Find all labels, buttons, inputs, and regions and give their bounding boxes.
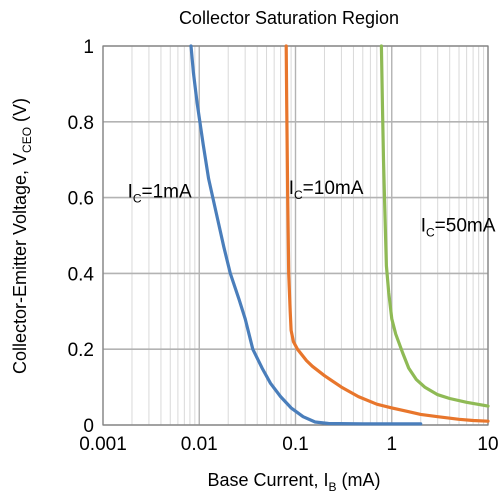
x-tick-label: 10 (477, 434, 498, 455)
series-label-sub: C (133, 192, 142, 206)
y-tick-label: 1 (83, 37, 94, 58)
y-axis-title: Collector-Emitter Voltage, VCEO (V) (10, 98, 34, 374)
x-axis-title: Base Current, IB (mA) (207, 470, 380, 494)
series-label-rest: =10mA (303, 178, 364, 199)
x-axis-title-unit: (mA) (337, 470, 381, 490)
y-tick-label: 0.6 (68, 189, 94, 210)
y-tick-label: 0 (83, 416, 94, 437)
x-tick-label: 0.01 (181, 434, 218, 455)
plot-frame (102, 45, 489, 426)
series-label-main: I (289, 178, 294, 199)
series-label-sub: C (294, 188, 303, 202)
minor-grid (131, 46, 485, 425)
chart-title: Collector Saturation Region (179, 8, 399, 28)
series-label-main: I (128, 182, 133, 203)
series-line-1 (189, 44, 423, 426)
series-label-sub: C (426, 226, 435, 240)
y-axis-title-sub: CEO (20, 127, 34, 153)
y-tick-label: 0.8 (68, 113, 94, 134)
y-axis-title-main: Collector-Emitter Voltage, V (10, 153, 30, 374)
series-label-main: I (421, 216, 426, 237)
y-tick-label: 0.2 (68, 340, 94, 361)
x-tick-label: 1 (386, 434, 397, 455)
y-axis-title-unit: (V) (10, 98, 30, 127)
series-label-3: IC=50mA (421, 216, 496, 240)
series-line-3 (379, 44, 490, 408)
x-tick-label: 0.1 (282, 434, 308, 455)
x-tick-label: 0.001 (79, 434, 127, 455)
tick-labels: 0.001 0.01 0.1 1 10 0 0.2 0.4 0.6 0.8 1 (68, 37, 499, 455)
y-tick-label: 0.4 (68, 264, 95, 285)
series-label-1: IC=1mA (128, 182, 192, 206)
x-axis-title-sub: B (329, 480, 337, 494)
series-line-2 (284, 44, 490, 423)
x-axis-title-main: Base Current, I (207, 470, 328, 490)
series-label-2: IC=10mA (289, 178, 364, 202)
series-label-rest: =1mA (142, 182, 192, 203)
series-label-rest: =50mA (435, 216, 496, 237)
